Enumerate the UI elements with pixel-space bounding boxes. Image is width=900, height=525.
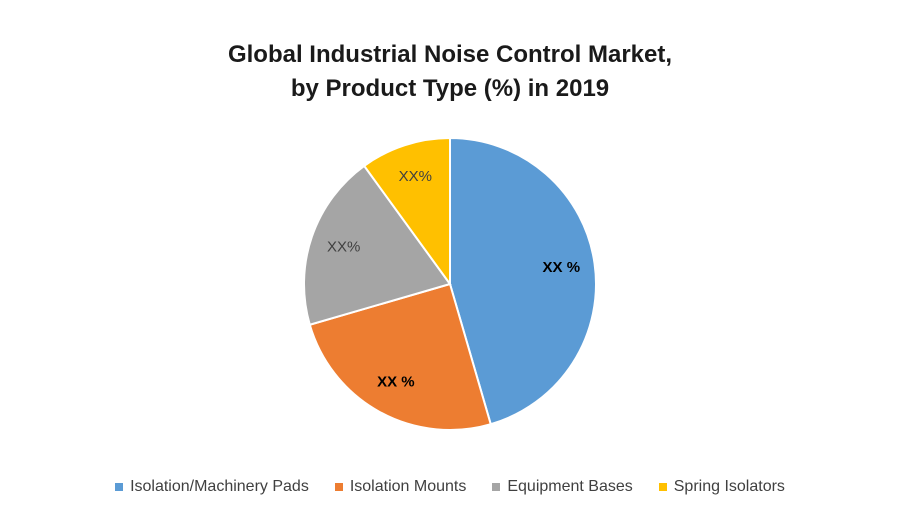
pie-slice-isolation-mounts bbox=[308, 282, 492, 431]
data-label-isolation-mounts: XX % bbox=[377, 373, 415, 390]
chart-title: Global Industrial Noise Control Market, … bbox=[0, 38, 900, 106]
pie-slice-spring-isolators bbox=[362, 136, 451, 288]
data-label-equipment-bases: XX% bbox=[327, 239, 360, 256]
legend-item-isolation-mounts: Isolation Mounts bbox=[334, 478, 467, 496]
legend: Isolation/Machinery Pads Isolation Mount… bbox=[0, 478, 900, 496]
legend-item-spring-isolators: Spring Isolators bbox=[658, 478, 785, 496]
pie-slice-isolation-machinery-pads bbox=[449, 136, 597, 426]
legend-swatch bbox=[334, 483, 343, 491]
legend-label: Isolation/Machinery Pads bbox=[130, 478, 309, 495]
legend-label: Equipment Bases bbox=[507, 478, 633, 495]
legend-item-equipment-bases: Equipment Bases bbox=[492, 478, 633, 496]
legend-swatch bbox=[658, 483, 667, 491]
legend-swatch bbox=[115, 483, 124, 491]
legend-item-isolation-machinery-pads: Isolation/Machinery Pads bbox=[115, 478, 309, 496]
legend-label: Spring Isolators bbox=[673, 478, 785, 495]
legend-swatch bbox=[492, 483, 501, 491]
legend-label: Isolation Mounts bbox=[349, 478, 467, 495]
data-label-spring-isolators: XX% bbox=[399, 168, 432, 185]
pie-slice-equipment-bases bbox=[303, 164, 452, 326]
chart-title-line-1: Global Industrial Noise Control Market, bbox=[227, 41, 673, 68]
chart-title-line-2: by Product Type (%) in 2019 bbox=[290, 75, 610, 102]
data-label-isolation-machinery-pads: XX % bbox=[543, 259, 581, 276]
